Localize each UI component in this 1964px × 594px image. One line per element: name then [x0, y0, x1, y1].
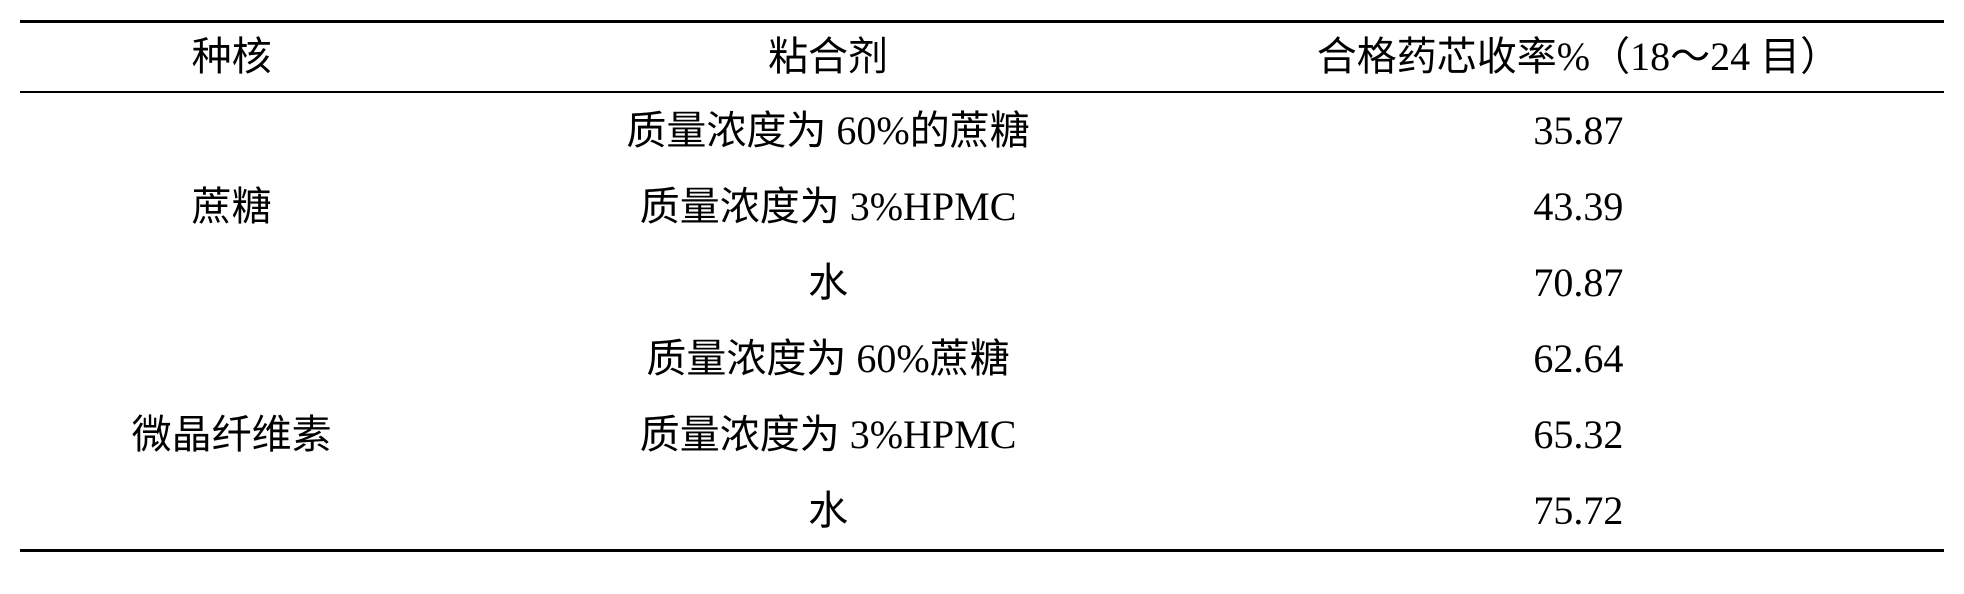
cell-binder: 质量浓度为 60%的蔗糖 [443, 92, 1213, 169]
col-header-seed: 种核 [20, 22, 443, 93]
cell-seed: 蔗糖 [20, 92, 443, 321]
cell-yield: 43.39 [1213, 169, 1944, 245]
cell-binder: 质量浓度为 3%HPMC [443, 169, 1213, 245]
cell-binder: 质量浓度为 60%蔗糖 [443, 321, 1213, 397]
cell-yield: 35.87 [1213, 92, 1944, 169]
table-container: 种核 粘合剂 合格药芯收率%（18～24 目） 蔗糖 质量浓度为 60%的蔗糖 … [20, 20, 1944, 552]
table-header-row: 种核 粘合剂 合格药芯收率%（18～24 目） [20, 22, 1944, 93]
cell-binder: 水 [443, 473, 1213, 551]
col-header-yield: 合格药芯收率%（18～24 目） [1213, 22, 1944, 93]
col-header-binder: 粘合剂 [443, 22, 1213, 93]
yield-table: 种核 粘合剂 合格药芯收率%（18～24 目） 蔗糖 质量浓度为 60%的蔗糖 … [20, 20, 1944, 552]
cell-binder: 水 [443, 245, 1213, 321]
cell-yield: 65.32 [1213, 397, 1944, 473]
cell-yield: 62.64 [1213, 321, 1944, 397]
cell-yield: 70.87 [1213, 245, 1944, 321]
table-row: 微晶纤维素 质量浓度为 60%蔗糖 62.64 [20, 321, 1944, 397]
cell-seed: 微晶纤维素 [20, 321, 443, 551]
cell-binder: 质量浓度为 3%HPMC [443, 397, 1213, 473]
table-row: 蔗糖 质量浓度为 60%的蔗糖 35.87 [20, 92, 1944, 169]
cell-yield: 75.72 [1213, 473, 1944, 551]
